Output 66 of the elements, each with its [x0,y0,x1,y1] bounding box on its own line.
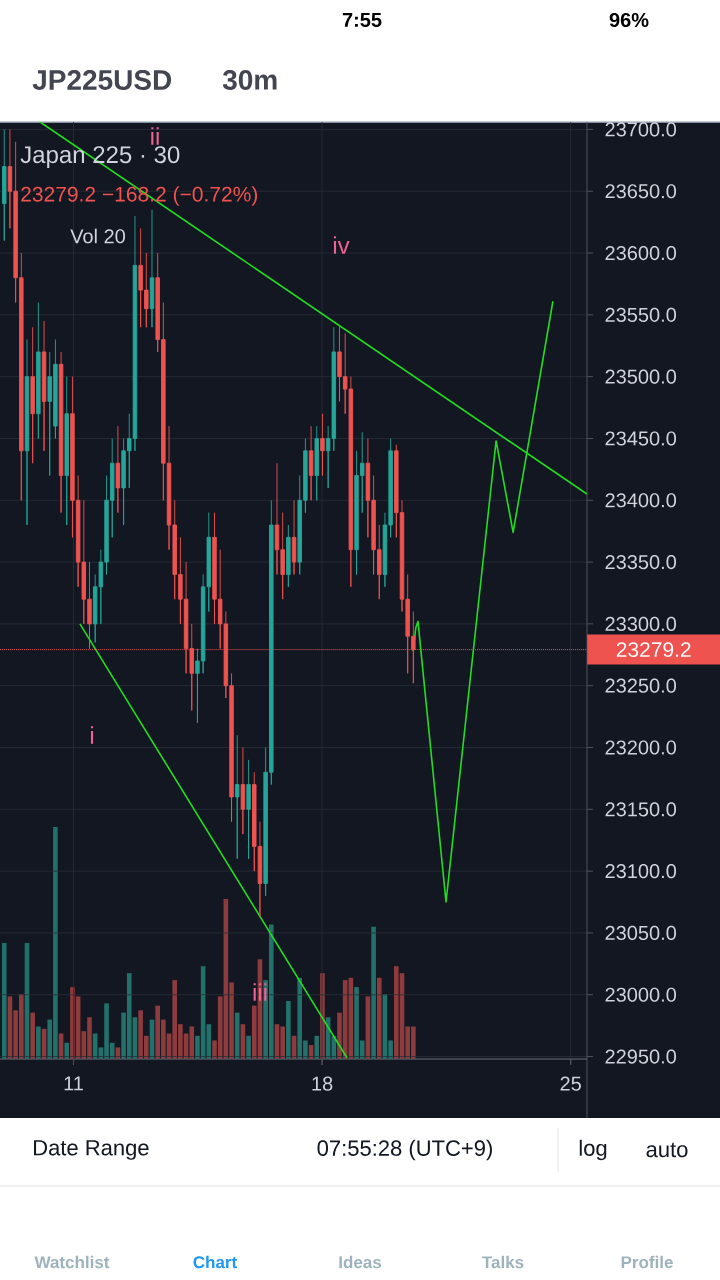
text: Profile [621,1255,673,1269]
candlestick [234,734,240,860]
y-tick-label: 23150.0 [605,802,677,817]
candlestick [291,499,297,575]
text: Talks [482,1255,524,1269]
annotation: Vol 20 [70,228,125,244]
text: 7:55 [342,13,382,27]
text: 30m [222,70,277,90]
text: Watchlist [34,1255,110,1269]
x-tick-label: 25 [560,1076,581,1091]
y-tick-label: 23000.0 [605,987,677,1002]
y-tick-label: 23200.0 [605,740,677,755]
candlestick [320,413,325,476]
y-tick-label: 23100.0 [605,864,677,879]
bar [234,1012,240,1060]
ref-line-label: 23279.2 [616,642,691,658]
chart-title: JP225USD [32,70,172,90]
bar [246,1035,251,1060]
y-tick-label: 23250.0 [605,678,677,693]
y-tick-label: 23650.0 [605,184,677,199]
text: 96% [609,12,649,28]
candlestick [64,376,69,526]
y-tick-label: 23500.0 [605,369,677,384]
text: Ideas [339,1255,382,1269]
y-tick-label: 23700.0 [605,122,677,137]
text: 07:55:28 (UTC+9) [317,1139,492,1161]
text: log [579,1139,607,1161]
candlestick [30,326,35,464]
text: auto [646,1142,688,1158]
candlestick [115,425,121,514]
candlestick [314,425,319,501]
bar [1,943,7,1060]
y-tick-label: 23300.0 [605,616,677,631]
y-tick-label: 23050.0 [605,925,677,941]
bar [286,1001,291,1060]
annotation: iv [333,236,350,254]
candlestick [36,302,41,439]
y-tick-label: 23550.0 [605,307,677,322]
candlestick [308,425,314,501]
candlestick [240,747,246,835]
text: Date Range [34,1140,149,1160]
bar [30,1012,35,1060]
x-tick-label: 18 [312,1076,333,1091]
text: Japan 225 · 30 [20,146,180,168]
candlestick [58,351,64,514]
candlestick [149,209,155,328]
bar [376,977,382,1060]
y-tick-label: 23600.0 [605,245,677,261]
annotation: ii [151,127,159,145]
bar [36,1026,41,1060]
y-tick-label: 22950.0 [605,1049,677,1064]
y-tick-label: 23350.0 [605,554,677,570]
annotation: i [90,726,94,744]
y-tick-label: 23400.0 [605,493,677,508]
bar [314,1035,320,1060]
candlestick [2,128,7,242]
candlestick [41,320,47,452]
candlestick [286,524,291,588]
candlestick [246,759,251,860]
candlestick [24,339,30,526]
x-tick-label: 11 [64,1076,83,1091]
y-tick-label: 23450.0 [605,431,677,446]
text: Chart [193,1255,237,1269]
bar [371,926,376,1060]
annotation: iii [253,983,267,1001]
bar [64,1042,70,1060]
